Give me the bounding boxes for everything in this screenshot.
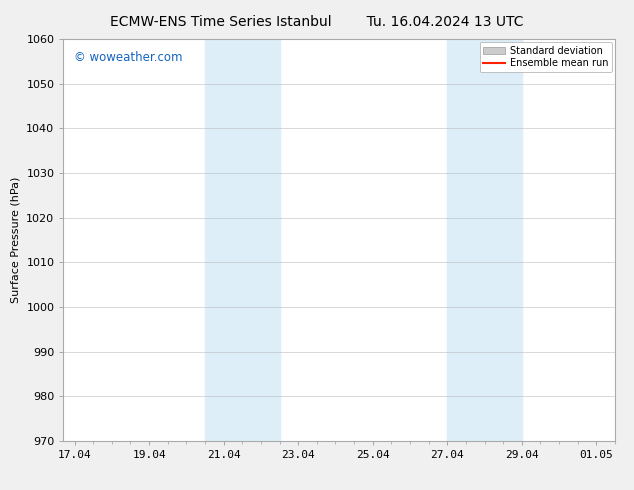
- Bar: [447, 39, 522, 441]
- Bar: [205, 39, 280, 441]
- Legend: Standard deviation, Ensemble mean run: Standard deviation, Ensemble mean run: [479, 42, 612, 73]
- Text: © woweather.com: © woweather.com: [74, 51, 183, 64]
- Text: ECMW-ENS Time Series Istanbul        Tu. 16.04.2024 13 UTC: ECMW-ENS Time Series Istanbul Tu. 16.04.…: [110, 15, 524, 29]
- Y-axis label: Surface Pressure (hPa): Surface Pressure (hPa): [11, 177, 21, 303]
